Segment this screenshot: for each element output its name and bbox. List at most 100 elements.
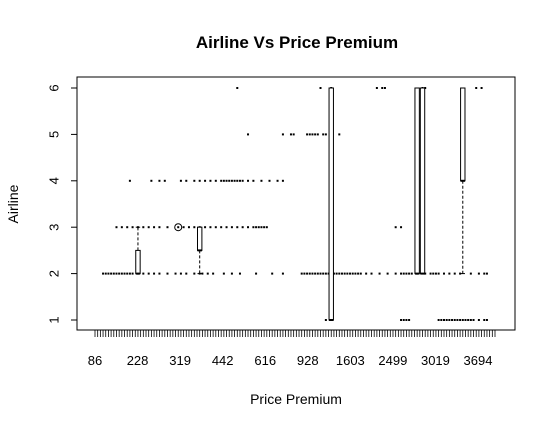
data-point: [453, 319, 456, 321]
data-point: [265, 226, 268, 229]
data-point: [394, 272, 397, 275]
outlier-point: [174, 223, 183, 232]
data-point: [204, 226, 207, 229]
data-point: [322, 272, 325, 275]
data-point: [193, 226, 196, 229]
data-point: [230, 272, 233, 275]
data-point: [225, 179, 228, 182]
data-point: [359, 272, 362, 275]
data-point: [220, 179, 223, 182]
data-point: [346, 272, 349, 275]
data-point: [263, 226, 266, 229]
data-point: [241, 179, 244, 182]
x-tick-label: 2499: [378, 353, 407, 368]
box-body: [460, 87, 466, 182]
data-point: [214, 179, 217, 182]
data-point: [204, 179, 207, 182]
data-point: [120, 272, 123, 275]
data-point: [126, 226, 129, 229]
data-point: [142, 272, 145, 275]
data-point: [461, 319, 464, 321]
data-point: [252, 179, 255, 182]
x-tick-label: 616: [254, 353, 276, 368]
data-point: [257, 226, 260, 229]
y-tick-label: 2: [46, 270, 61, 277]
data-point: [158, 272, 161, 275]
data-point: [483, 272, 486, 275]
data-point: [147, 272, 150, 275]
data-point: [429, 272, 432, 275]
data-point: [153, 272, 156, 275]
data-point: [335, 272, 338, 275]
data-point: [314, 133, 317, 136]
data-point: [349, 272, 352, 275]
plot-area: [76, 76, 516, 331]
data-point: [115, 272, 118, 275]
data-point: [338, 272, 341, 275]
data-point: [177, 226, 180, 229]
data-point: [464, 319, 467, 321]
y-axis: 1 2 3 4 5 6: [46, 84, 78, 324]
data-point: [324, 133, 327, 136]
data-point: [142, 226, 145, 229]
data-point: [440, 319, 443, 321]
data-point: [316, 133, 319, 136]
data-point: [381, 87, 384, 89]
data-point: [475, 87, 478, 89]
data-point: [437, 272, 440, 275]
data-point: [400, 319, 403, 321]
data-point: [306, 272, 309, 275]
data-point: [123, 272, 126, 275]
y-tick-label: 1: [46, 316, 61, 323]
data-point: [131, 226, 134, 229]
x-tick-label: 442: [212, 353, 234, 368]
data-point: [289, 133, 292, 136]
data-point: [104, 272, 107, 275]
data-point: [383, 87, 386, 89]
data-point: [120, 226, 123, 229]
data-point: [112, 272, 115, 275]
data-point: [187, 226, 190, 229]
data-point: [456, 319, 459, 321]
data-point: [459, 319, 462, 321]
data-point: [107, 272, 110, 275]
data-point: [467, 319, 470, 321]
box-body: [414, 87, 420, 275]
data-point: [236, 87, 239, 89]
data-point: [153, 226, 156, 229]
data-point: [102, 272, 105, 275]
data-point: [338, 133, 341, 136]
data-point: [303, 272, 306, 275]
data-point: [115, 226, 118, 229]
data-point: [238, 272, 241, 275]
data-point: [118, 272, 121, 275]
x-tick-label: 928: [297, 353, 319, 368]
data-point: [126, 272, 129, 275]
data-point: [185, 272, 188, 275]
data-point: [351, 272, 354, 275]
data-point: [128, 179, 131, 182]
data-point: [469, 272, 472, 275]
data-point: [477, 272, 480, 275]
data-point: [271, 272, 274, 275]
data-point: [212, 272, 215, 275]
data-point: [206, 272, 209, 275]
data-point: [314, 272, 317, 275]
x-axis: 86 228 319 442 616 928 1603 2499 3019 3694: [88, 329, 496, 368]
data-point: [370, 272, 373, 275]
data-point: [230, 179, 233, 182]
data-point: [147, 226, 150, 229]
box-body: [135, 249, 141, 275]
data-point: [292, 133, 295, 136]
data-point: [185, 179, 188, 182]
data-point: [434, 272, 437, 275]
data-point: [198, 179, 201, 182]
y-tick-label: 5: [46, 131, 61, 138]
y-tick-label: 6: [46, 84, 61, 91]
data-point: [308, 133, 311, 136]
data-point: [128, 272, 131, 275]
data-point: [448, 272, 451, 275]
data-point: [260, 179, 263, 182]
data-point: [236, 179, 239, 182]
